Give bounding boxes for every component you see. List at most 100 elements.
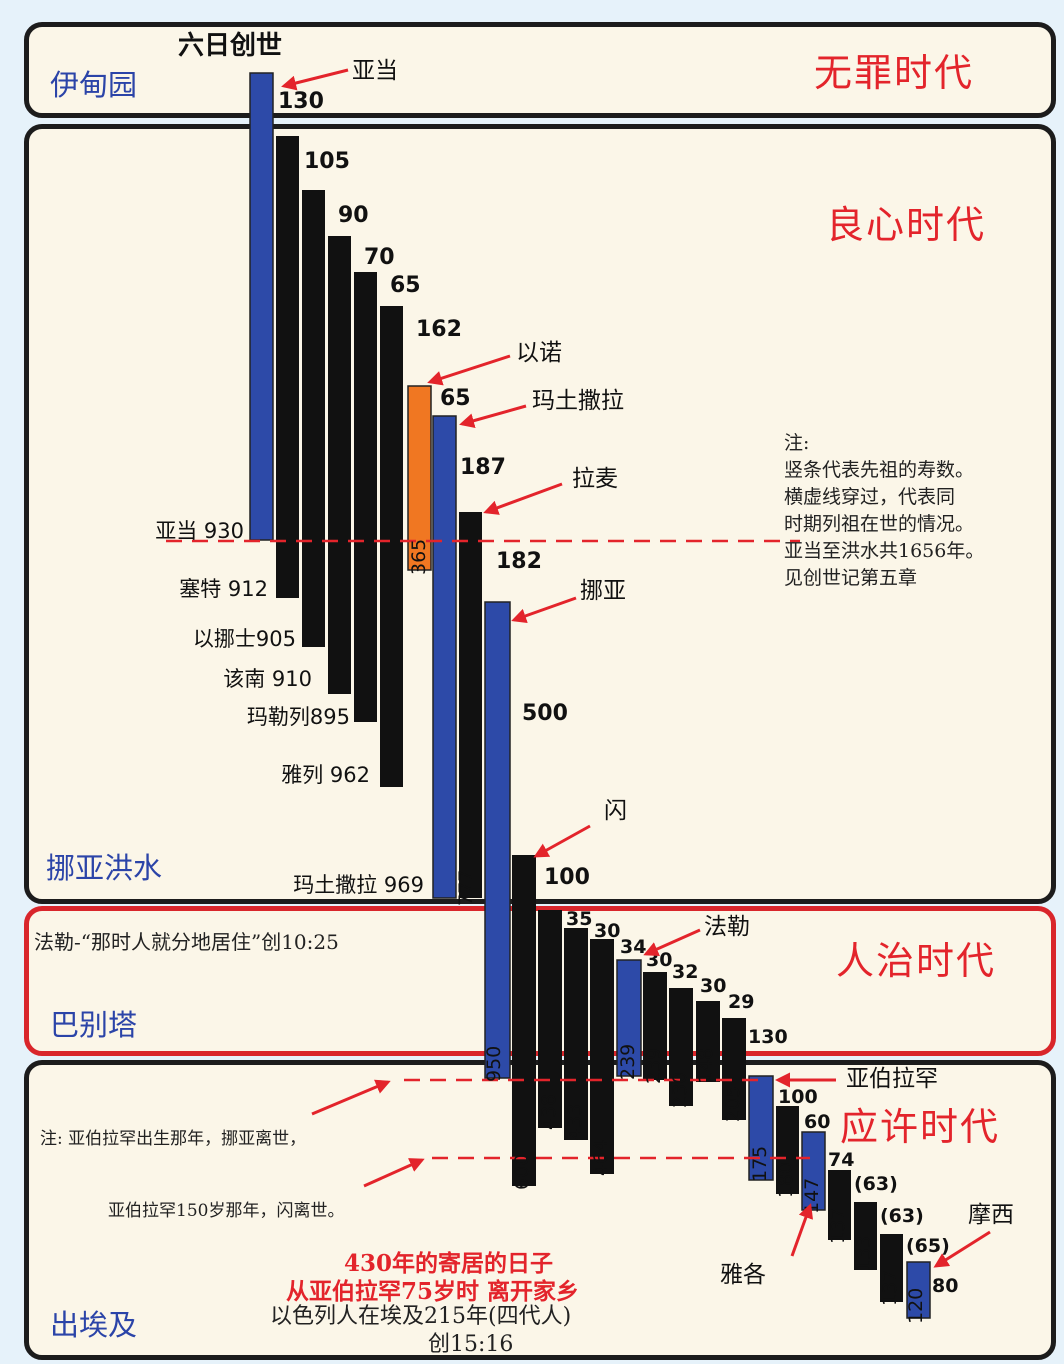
place-label-flood: 挪亚洪水 [46,851,163,885]
callout-name-label: 法勒 [704,914,750,940]
age-at-son-label: (63) [880,1205,924,1227]
age-at-son-label: (63) [854,1173,898,1195]
era-title-innocence: 无罪时代 [814,51,975,95]
age-at-son-label: 130 [748,1026,788,1048]
lifespan-label: 120 [905,1288,927,1324]
note-line: 时期列祖在世的情况。 [784,513,975,535]
callout-name-label: 雅各 [720,1262,766,1288]
age-at-son-label: 60 [804,1111,830,1133]
lifespan-bar [801,1131,826,1211]
note-line: 见创世记第五章 [784,567,918,589]
age-at-son-label: 90 [338,203,369,228]
lifespan-bar [538,910,562,1128]
lifespan-bar [380,306,403,787]
callout-arrow [483,482,563,515]
callout-arrow [459,404,527,428]
lifespan-label: 438 [538,1094,560,1130]
lifespan-bar [432,415,457,899]
lifespan-label: 175 [749,1146,771,1182]
lifespan-label: 180 [775,1162,797,1198]
era-panel-innocence [24,22,1056,118]
age-at-son-label: 130 [278,89,324,114]
age-at-son-label: 500 [522,701,568,726]
lifespan-label: 玛勒列895 [247,705,350,729]
abraham-150-note: 亚伯拉罕150岁那年，闪离世。 [108,1201,345,1221]
lifespan-bar [776,1106,799,1194]
chart-note: 注: 竖条代表先祖的寿数。 横虚线穿过，代表同 时期列祖在世的情况。 亚当至洪水… [784,430,1054,592]
note-arrow [363,1158,425,1188]
lifespan-bar [302,190,325,647]
lifespan-bar [590,939,614,1174]
age-at-son-label: 70 [364,245,395,270]
callout-name-label: 摩西 [968,1202,1014,1228]
lifespan-label: 137 [827,1208,849,1244]
lifespan-label: 239 [643,1048,665,1084]
lifespan-bar [880,1234,903,1302]
age-at-son-label: 74 [828,1149,854,1171]
egypt-note-line1: 以色列人在埃及215年(四代人) [270,1304,572,1329]
lifespan-label: 464 [590,1140,612,1176]
lifespan-label: 雅列 962 [281,763,370,787]
lifespan-label: 230 [669,1072,691,1108]
lifespan-label: 该南 910 [223,667,312,691]
egypt-note-line2: 创15:16 [428,1332,514,1357]
age-at-son-label: 100 [544,865,590,890]
place-label-babel: 巴别塔 [50,1008,138,1042]
age-at-son-label: 162 [416,317,462,342]
lifespan-bar [669,988,693,1106]
sojourn-note-line1: 430年的寄居的日子 [344,1250,554,1277]
lifespan-bar [249,72,274,541]
age-at-son-label: 29 [728,991,754,1013]
callout-name-label: 亚当 [352,58,398,84]
age-at-son-label: 80 [932,1275,958,1297]
age-at-son-label: 34 [620,936,646,958]
lifespan-bar [512,855,536,1186]
lifespan-bar [407,385,432,571]
note-line: 注: [784,432,810,454]
callout-arrow [281,68,349,91]
lifespan-bar [854,1202,877,1270]
callout-arrow [790,1203,813,1257]
callout-name-label: 玛土撒拉 [532,388,624,414]
era-title-conscience: 良心时代 [826,203,987,247]
sojourn-note-line2: 从亚伯拉罕75岁时 离开家乡 [286,1278,580,1305]
lifespan-bar [643,972,667,1080]
era-panel-conscience [24,124,1056,904]
note-line: 竖条代表先祖的寿数。 [784,459,975,481]
lifespan-bar [484,601,511,1079]
lifespan-bar [459,512,482,898]
age-at-son-label: 35 [566,908,592,930]
lifespan-label: 塞特 912 [179,577,268,601]
lifespan-bar [748,1075,774,1181]
lifespan-label: 600 [511,1154,533,1190]
age-at-son-label: 187 [460,455,506,480]
lifespan-bar [564,928,588,1140]
lifespan-bar [276,136,299,598]
age-at-son-label: 30 [700,975,726,997]
era-title-promise: 应许时代 [840,1105,1001,1149]
lifespan-bar [616,959,642,1077]
lifespan-bar [828,1170,851,1240]
lifespan-label: 950 [483,1046,505,1082]
age-at-son-label: 105 [304,149,350,174]
lifespan-label: 239 [617,1044,639,1080]
six-days-creation-label: 六日创世 [178,31,282,61]
age-at-son-label: 30 [594,920,620,942]
lifespan-label: 以挪士905 [193,627,296,651]
era-title-government: 人治时代 [836,939,997,983]
callout-name-label: 拉麦 [572,466,618,492]
callout-arrow [933,1230,991,1268]
age-at-son-label: (65) [906,1235,950,1257]
peleg-note: 法勒-“那时人就分地居住”创10:25 [34,930,339,954]
lifespan-label: 亚当 930 [155,519,244,543]
lifespan-label: 137 [879,1270,901,1306]
callout-name-label: 以诺 [516,340,562,366]
lifespan-bar [722,1018,746,1120]
note-line: 横虚线穿过，代表同 [784,486,956,508]
lifespan-label: 777 [455,870,477,906]
callout-arrow [511,596,577,624]
note-line: 亚当至洪水共1656年。 [784,540,985,562]
age-at-son-label: 32 [672,961,698,983]
lifespan-label: 133 [853,1236,875,1272]
